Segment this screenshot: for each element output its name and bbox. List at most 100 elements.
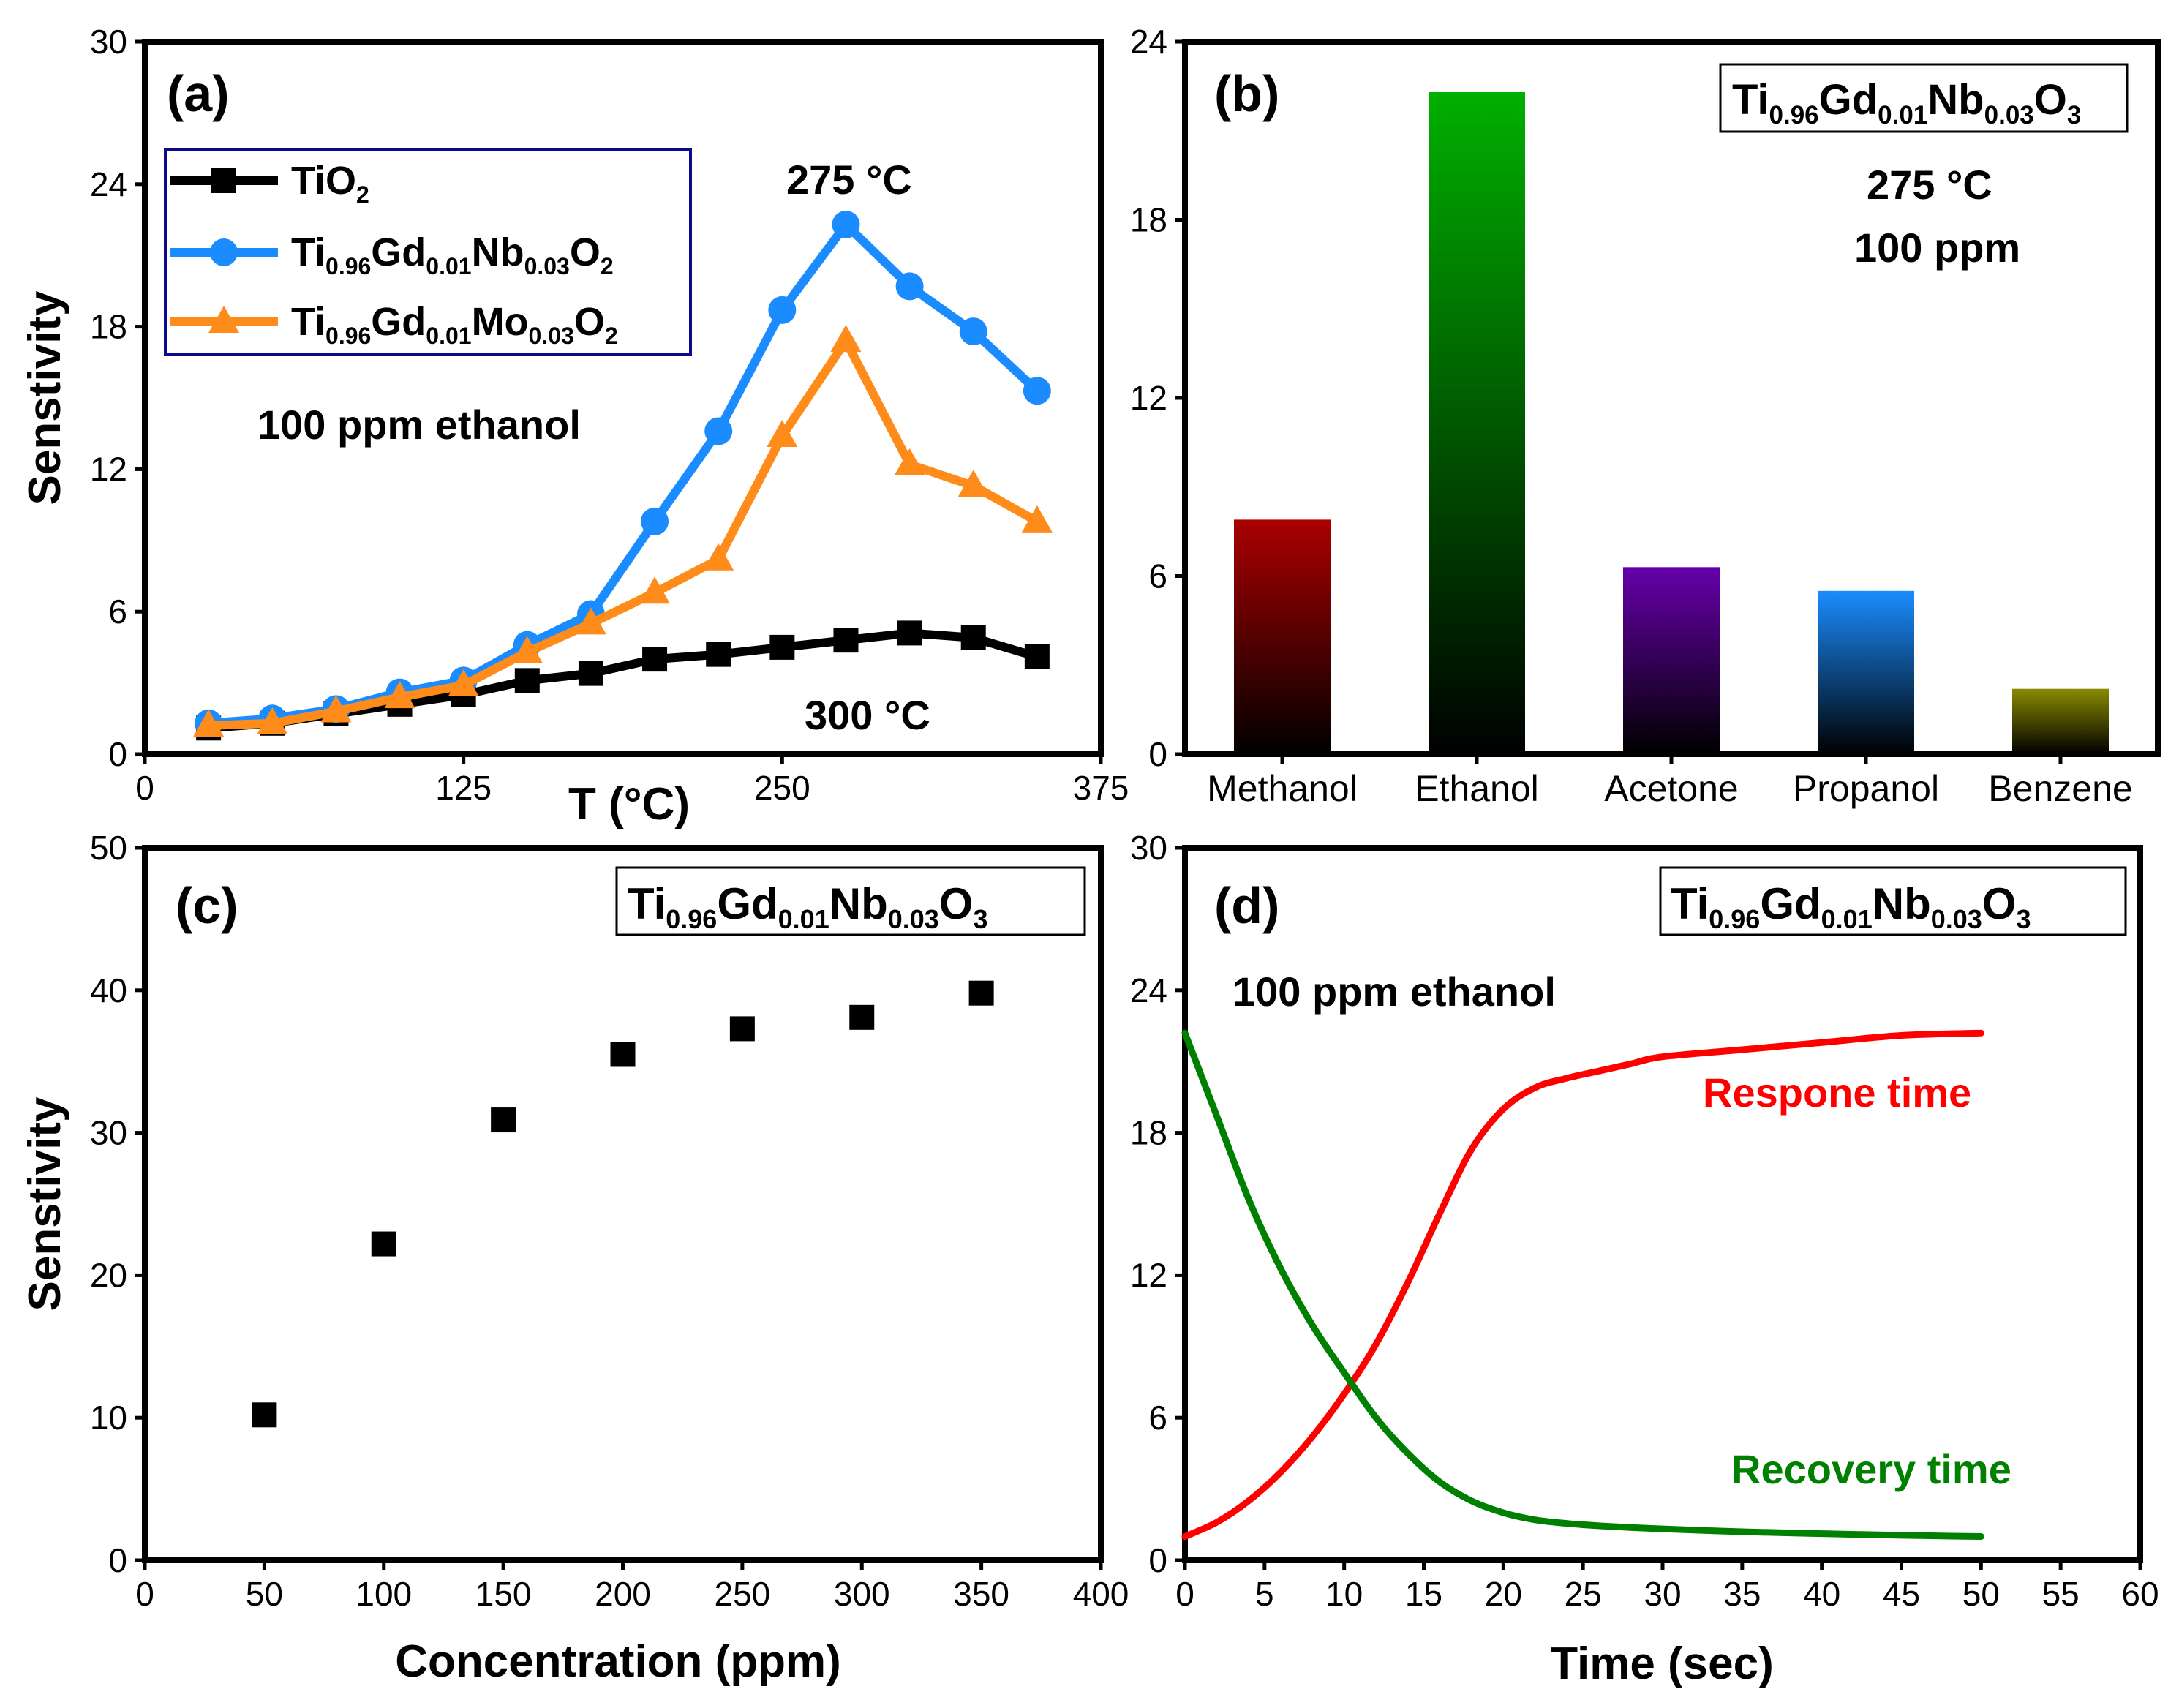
panel-a-label: (a) [167, 65, 230, 122]
panel-a-point-s2 [193, 710, 225, 737]
panel-a-y-axis-label: Senstivity [20, 290, 70, 505]
panel-b-category-label: Benzene [1988, 768, 2132, 809]
panel-b-category-label: Propanol [1793, 768, 1939, 809]
panel-d-x-tick-label: 45 [1883, 1575, 1920, 1613]
panel-d-x-tick-label: 50 [1962, 1575, 2000, 1613]
panel-d-y-tick-label: 30 [1130, 829, 1167, 867]
panel-a-point-s1 [704, 417, 733, 445]
panel-a-legend-marker-0 [211, 168, 236, 193]
panel-a-point-s0 [1024, 644, 1050, 669]
panel-a-x-tick-label: 250 [754, 769, 810, 807]
panel-a-legend-label-0: TiO2 [291, 159, 369, 208]
panel-d-condition: 100 ppm ethanol [1232, 968, 1556, 1015]
panel-b-bar-acetone [1623, 567, 1720, 754]
panel-a-point-s2 [767, 419, 798, 447]
panel-a-x-tick-label: 125 [435, 769, 492, 807]
panel-c-label: (c) [176, 877, 238, 934]
panel-d-x-tick-label: 0 [1175, 1575, 1194, 1613]
panel-c-x-tick-label: 50 [246, 1575, 283, 1613]
panel-b-category-label: Ethanol [1415, 768, 1539, 809]
panel-d-y-tick-label: 12 [1130, 1256, 1167, 1294]
panel-b-y-tick-label: 24 [1130, 23, 1167, 61]
panel-a-point-s0 [642, 647, 668, 672]
panel-b-conc-label: 100 ppm [1854, 225, 2020, 271]
panel-c-x-tick-label: 0 [135, 1575, 154, 1613]
panel-a-legend-label-1: Ti0.96Gd0.01Nb0.03O2 [291, 230, 614, 279]
panel-c-x-tick-label: 100 [355, 1575, 412, 1613]
panel-a-x-tick-label: 375 [1073, 769, 1129, 807]
panel-d-curve-response [1181, 1029, 1984, 1540]
panel-c-x-tick-label: 400 [1073, 1575, 1129, 1613]
panel-d-x-axis-label: Time (sec) [1550, 1639, 1774, 1689]
panel-a-y-tick-label: 6 [108, 592, 127, 631]
panel-b-label: (b) [1214, 65, 1279, 122]
panel-c-frame [142, 845, 1104, 1563]
panel-a-y-tick-label: 0 [108, 735, 127, 773]
panel-a-point-s0 [578, 661, 603, 686]
panel-d-x-tick-label: 30 [1644, 1575, 1681, 1613]
panel-a-point-s2 [894, 448, 925, 475]
panel-c-x-tick-label: 200 [595, 1575, 651, 1613]
panel-a-point-s2 [575, 607, 606, 635]
panel-d-curve-recovery [1181, 1029, 1984, 1540]
panel-c-data-point [968, 980, 994, 1006]
panel-c-x-tick-label: 250 [715, 1575, 771, 1613]
panel-b-bar-methanol [1234, 519, 1331, 754]
panel-b-y-tick-label: 6 [1148, 557, 1167, 595]
panel-d-y-tick-label: 18 [1130, 1114, 1167, 1152]
panel-b-formula-box [1719, 63, 2129, 133]
panel-a-point-s0 [897, 620, 922, 646]
panel-d-x-tick-label: 10 [1325, 1575, 1363, 1613]
panel-a-y-tick-label: 30 [90, 23, 127, 61]
panel-b-temp-label: 275 °C [1867, 162, 1992, 208]
panel-b: 0 6 12 18 24 Methanol Ethanol Acetone Propanol B… [1130, 23, 2161, 809]
panel-a-point-s0 [514, 668, 540, 693]
panel-d-formula-box [1659, 866, 2127, 936]
panel-b-y-tick-label: 18 [1130, 201, 1167, 239]
panel-c-y-axis-label: Senstivity [20, 1096, 70, 1311]
panel-c-data-point [610, 1042, 636, 1067]
panel-d-x-tick-label: 25 [1565, 1575, 1602, 1613]
panel-a-point-s1 [832, 210, 860, 238]
panel-b-y-tick-label: 12 [1130, 379, 1167, 417]
panel-b-y-tick-label: 0 [1148, 735, 1167, 773]
panel-a-series-line-2 [208, 336, 1039, 731]
panel-c-data-point [729, 1016, 755, 1042]
panel-d-y-tick-label: 24 [1130, 971, 1167, 1009]
panel-c-data-point [252, 1402, 277, 1428]
panel-d-x-tick-label: 55 [2042, 1575, 2080, 1613]
panel-a-peak-temp-label: 275 °C [786, 157, 912, 203]
panel-a-point-s2 [384, 681, 415, 709]
panel-a-point-s0 [960, 625, 986, 650]
panel-d-x-tick-label: 60 [2121, 1575, 2159, 1613]
panel-d-x-tick-label: 5 [1255, 1575, 1274, 1613]
panel-d-x-tick-label: 15 [1405, 1575, 1442, 1613]
panel-b-bar-propanol [1818, 590, 1914, 754]
panel-c-data-point [371, 1231, 396, 1257]
panel-a-x-tick-label: 0 [135, 769, 154, 807]
panel-c-data-point [491, 1107, 516, 1133]
panel-d-response-label: Respone time [1703, 1069, 1971, 1116]
panel-a-y-tick-label: 24 [90, 165, 127, 203]
panel-a-point-s2 [320, 695, 352, 723]
panel-a-y-tick-label: 18 [90, 308, 127, 346]
panel-a-point-s2 [703, 543, 734, 571]
panel-d-formula: Ti0.96Gd0.01Nb0.03O3 [1671, 879, 2031, 934]
panel-a-point-s1 [1023, 377, 1051, 405]
panel-a-point-s2 [957, 470, 989, 497]
panel-d-label: (d) [1214, 877, 1279, 934]
panel-d-y-tick-label: 6 [1148, 1399, 1167, 1437]
panel-a: 0 125 250 375 0 6 12 18 24 30 TiO2 Ti0.96Gd0.01Nb0… [20, 23, 1129, 829]
panel-a-point-s1 [959, 317, 987, 346]
panel-c-y-tick-label: 0 [108, 1541, 127, 1579]
panel-c-y-tick-label: 20 [90, 1256, 127, 1294]
panel-a-legend-marker-2 [208, 306, 239, 333]
panel-a-point-s0 [706, 642, 731, 667]
panel-d-recovery-label: Recovery time [1731, 1446, 2011, 1492]
panel-b-category-label: Methanol [1207, 768, 1358, 809]
panel-c-y-tick-label: 10 [90, 1399, 127, 1437]
panel-b-formula: Ti0.96Gd0.01Nb0.03O3 [1732, 76, 2081, 129]
panel-a-point-s2 [1021, 505, 1053, 533]
panel-a-point-s2 [639, 576, 671, 604]
